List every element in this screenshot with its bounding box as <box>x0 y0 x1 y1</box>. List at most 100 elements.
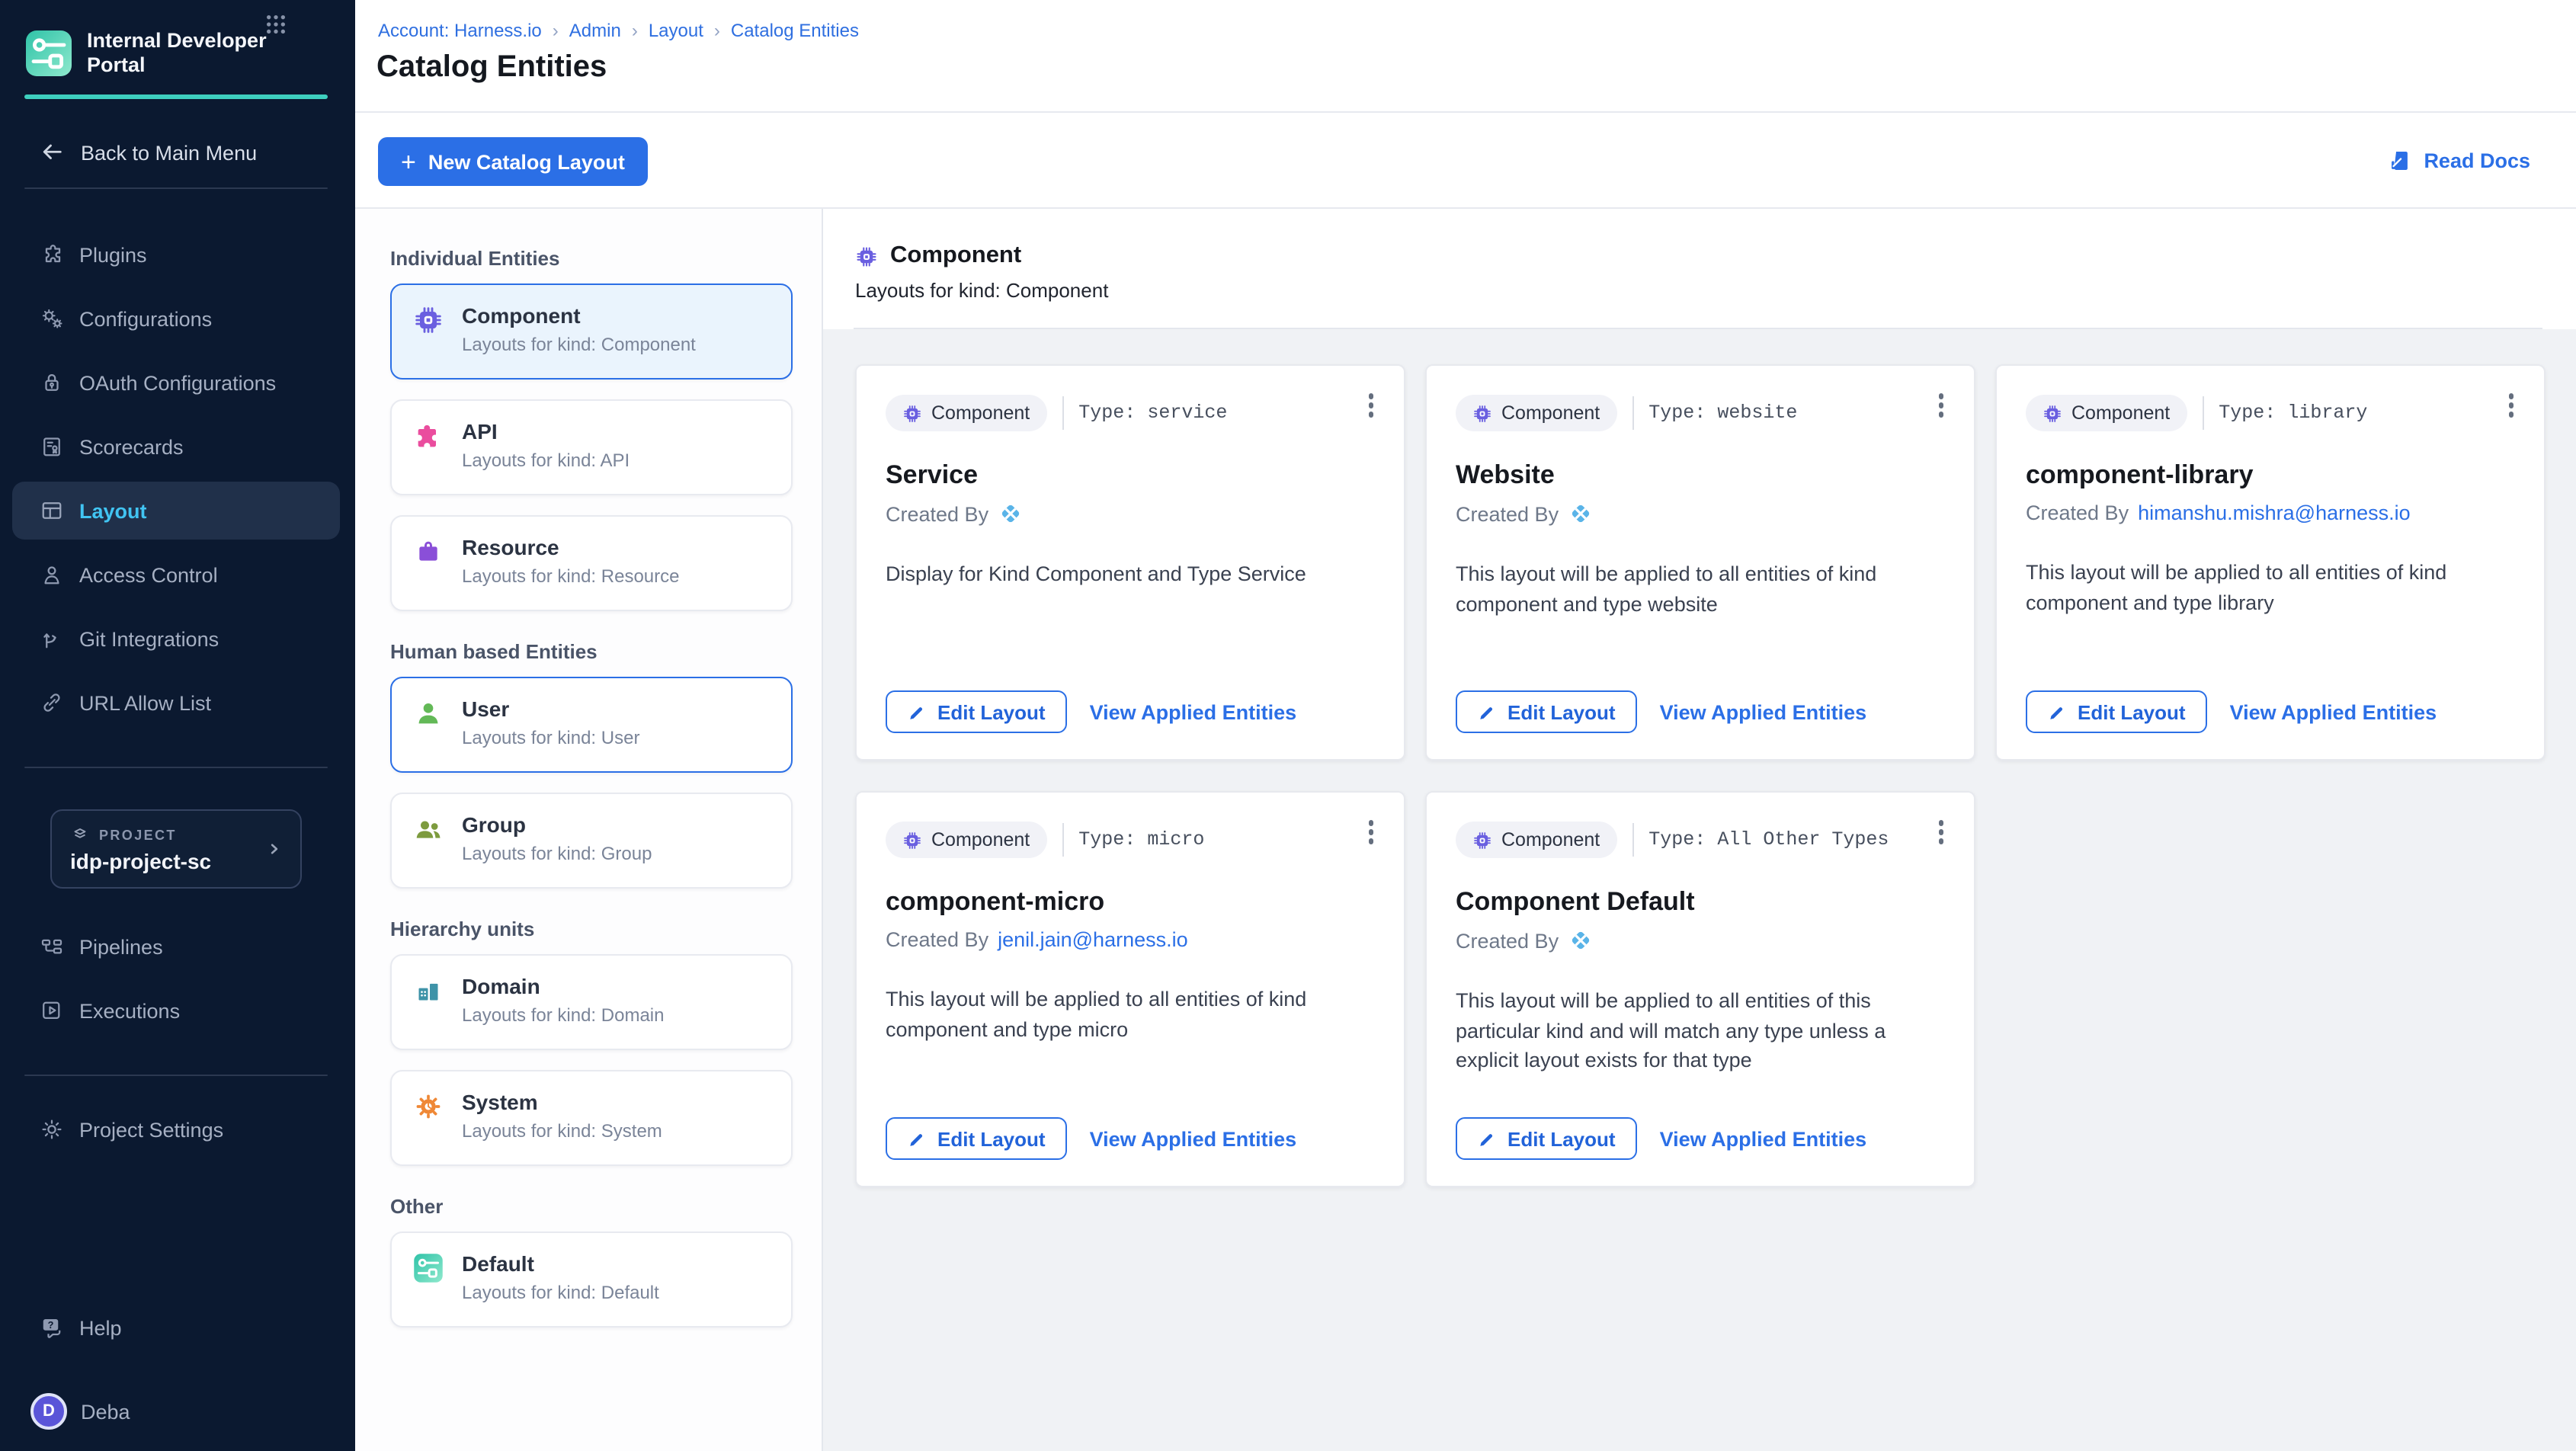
accent-divider <box>24 94 328 99</box>
help-chat-icon: ? <box>43 1319 61 1338</box>
avatar: D <box>30 1393 67 1430</box>
edit-layout-button[interactable]: Edit Layout <box>1456 1117 1637 1160</box>
app-switcher-grid-icon[interactable] <box>264 12 288 37</box>
group-icon <box>416 821 441 838</box>
entity-kind-card-system[interactable]: System Layouts for kind: System <box>390 1070 793 1166</box>
edit-layout-button[interactable]: Edit Layout <box>886 690 1067 733</box>
edit-layout-button[interactable]: Edit Layout <box>886 1117 1067 1160</box>
sidebar-item-project-settings[interactable]: Project Settings <box>12 1097 340 1161</box>
read-docs-link[interactable]: Read Docs <box>2387 148 2530 174</box>
sidebar-item-label: Help <box>79 1316 122 1339</box>
sidebar-item-plugins[interactable]: Plugins <box>12 223 340 287</box>
divider <box>1632 823 1634 857</box>
entity-kind-card-user[interactable]: User Layouts for kind: User <box>390 677 793 773</box>
author-email-link[interactable]: himanshu.mishra@harness.io <box>2138 501 2411 524</box>
type-text: Type: service <box>1078 402 1228 424</box>
person-icon <box>44 566 59 585</box>
default-idp-logo-icon <box>413 1253 444 1283</box>
card-menu-kebab-icon[interactable] <box>1359 387 1383 423</box>
sidebar-item-label: Project Settings <box>79 1118 224 1141</box>
view-applied-entities-link[interactable]: View Applied Entities <box>1089 1127 1297 1150</box>
breadcrumb-account[interactable]: Account: Harness.io <box>378 20 542 41</box>
harness-logo-icon <box>998 502 1021 525</box>
entity-kind-card-default[interactable]: Default Layouts for kind: Default <box>390 1232 793 1328</box>
harness-logo-icon <box>1568 502 1591 525</box>
sidebar-item-access-control[interactable]: Access Control <box>12 543 340 607</box>
card-menu-kebab-icon[interactable] <box>2499 387 2523 423</box>
page-header: Account: Harness.io › Admin › Layout › C… <box>355 0 2576 209</box>
idp-logo-icon <box>24 29 73 78</box>
sidebar-item-url-allow-list[interactable]: URL Allow List <box>12 671 340 735</box>
component-chip-icon <box>415 307 441 333</box>
sidebar-item-scorecards[interactable]: Scorecards <box>12 415 340 479</box>
breadcrumb-separator: › <box>713 20 720 41</box>
sidebar-item-oauth-configurations[interactable]: OAuth Configurations <box>12 351 340 415</box>
entity-kind-card-group[interactable]: Group Layouts for kind: Group <box>390 793 793 889</box>
pencil-icon <box>1480 1133 1493 1145</box>
view-applied-entities-link[interactable]: View Applied Entities <box>2229 700 2437 723</box>
sidebar-item-label: Executions <box>79 999 181 1022</box>
sidebar-item-git-integrations[interactable]: Git Integrations <box>12 607 340 671</box>
breadcrumb-admin[interactable]: Admin <box>569 20 621 41</box>
view-applied-entities-link[interactable]: View Applied Entities <box>1659 1127 1867 1150</box>
app-logo: Internal Developer Portal <box>24 29 267 78</box>
created-by: Created By <box>1456 501 1945 526</box>
card-menu-kebab-icon[interactable] <box>1929 387 1953 423</box>
entity-kind-card-api[interactable]: API Layouts for kind: API <box>390 399 793 495</box>
card-menu-kebab-icon[interactable] <box>1929 814 1953 850</box>
section-heading: Other <box>390 1195 444 1218</box>
breadcrumb-separator: › <box>631 20 638 41</box>
sidebar: Internal Developer Portal Back to Main M… <box>0 0 355 1451</box>
sidebar-item-help[interactable]: ? Help <box>12 1296 340 1360</box>
component-chip-icon <box>904 831 921 848</box>
kind-badge: Component <box>2026 395 2187 431</box>
kind-badge: Component <box>886 395 1047 431</box>
pencil-icon <box>2050 706 2063 719</box>
lock-icon <box>45 373 59 391</box>
back-to-main-menu[interactable]: Back to Main Menu <box>38 134 257 171</box>
settings-nav: Project Settings <box>0 1097 355 1161</box>
divider <box>1062 396 1064 430</box>
back-label: Back to Main Menu <box>81 141 258 164</box>
component-chip-icon <box>904 405 921 421</box>
divider <box>854 328 2542 329</box>
view-applied-entities-link[interactable]: View Applied Entities <box>1659 700 1867 723</box>
project-name: idp-project-sc <box>70 849 212 873</box>
layout-card-website: Component Type: website Website Created … <box>1425 364 1975 761</box>
card-menu-kebab-icon[interactable] <box>1359 814 1383 850</box>
section-heading: Hierarchy units <box>390 918 535 940</box>
git-branch-icon <box>43 633 56 649</box>
breadcrumb-catalog-entities[interactable]: Catalog Entities <box>730 20 859 41</box>
layout-icon <box>42 502 62 519</box>
layout-title: component-micro <box>886 887 1105 916</box>
section-hierarchy-units: Hierarchy units Domain Layouts for kind:… <box>390 918 793 1166</box>
read-docs-icon <box>2392 151 2408 171</box>
project-selector[interactable]: PROJECT idp-project-sc <box>50 809 302 889</box>
sidebar-item-configurations[interactable]: Configurations <box>12 287 340 351</box>
entity-kind-card-domain[interactable]: Domain Layouts for kind: Domain <box>390 954 793 1050</box>
layout-description: This layout will be applied to all entit… <box>1456 989 1886 1072</box>
edit-layout-button[interactable]: Edit Layout <box>1456 690 1637 733</box>
sidebar-item-layout[interactable]: Layout <box>12 482 340 540</box>
sidebar-item-label: Configurations <box>79 307 213 330</box>
user-account[interactable]: D Deba <box>30 1393 130 1430</box>
system-gear-icon <box>416 1094 441 1119</box>
kind-subtitle: Layouts for kind: Component <box>855 279 1109 302</box>
new-catalog-layout-button[interactable]: + New Catalog Layout <box>378 137 648 186</box>
entity-kind-card-component[interactable]: Component Layouts for kind: Component <box>390 283 793 380</box>
component-chip-icon <box>857 246 876 266</box>
breadcrumb-layout[interactable]: Layout <box>648 20 703 41</box>
scorecard-icon <box>43 437 60 456</box>
breadcrumb-separator: › <box>552 20 559 41</box>
sidebar-item-pipelines[interactable]: Pipelines <box>12 914 340 979</box>
edit-layout-button[interactable]: Edit Layout <box>2026 690 2207 733</box>
view-applied-entities-link[interactable]: View Applied Entities <box>1089 700 1297 723</box>
pencil-icon <box>910 706 923 719</box>
kind-title: Component <box>890 242 1022 268</box>
layout-description: This layout will be applied to all entit… <box>1456 562 1877 616</box>
entity-kind-card-resource[interactable]: Resource Layouts for kind: Resource <box>390 515 793 611</box>
sidebar-item-executions[interactable]: Executions <box>12 979 340 1043</box>
author-email-link[interactable]: jenil.jain@harness.io <box>998 928 1188 951</box>
section-individual-entities: Individual Entities Component Layouts fo… <box>390 247 793 611</box>
breadcrumb: Account: Harness.io › Admin › Layout › C… <box>378 20 859 41</box>
